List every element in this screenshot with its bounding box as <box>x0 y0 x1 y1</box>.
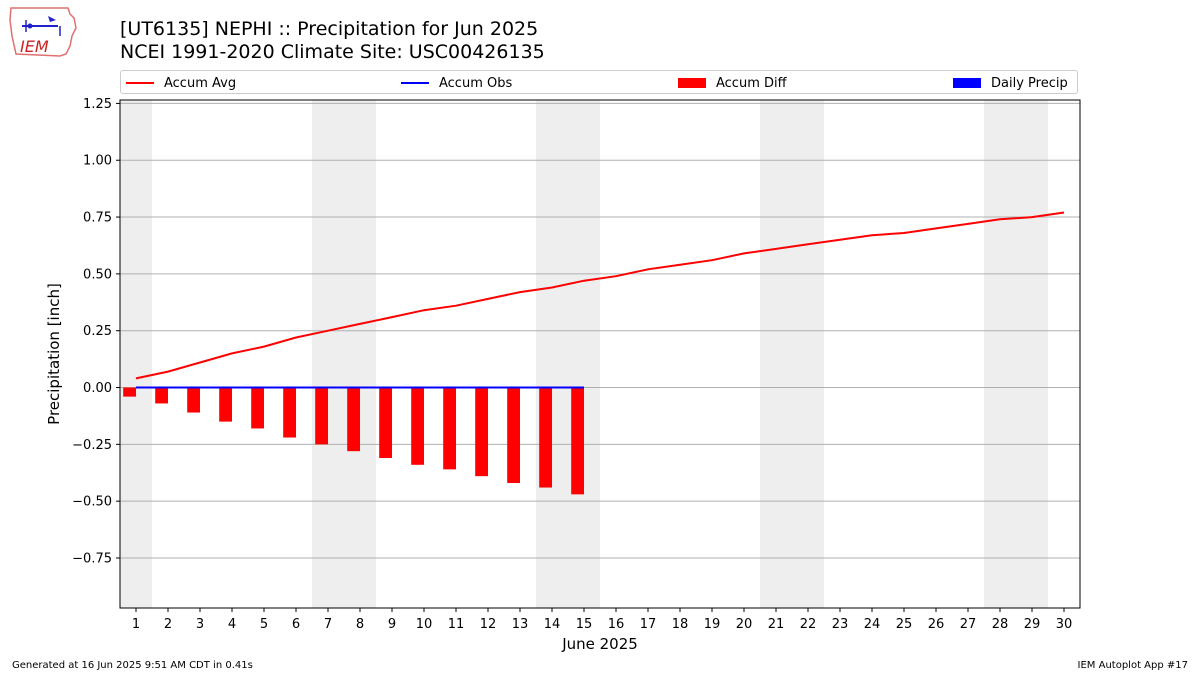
title-line-2: NCEI 1991-2020 Climate Site: USC00426135 <box>120 41 545 63</box>
x-axis-label: June 2025 <box>561 635 638 653</box>
series-lines <box>135 211 1065 389</box>
x-tick-label: 1 <box>132 617 140 632</box>
weekend-shade-day-7 <box>312 100 344 608</box>
y-tick-label: 0.75 <box>83 211 112 226</box>
legend-swatch-accum-obs <box>401 82 429 84</box>
y-tick-label: 0.00 <box>83 381 112 396</box>
x-tick-label: 4 <box>228 617 236 632</box>
x-tick-label: 27 <box>960 617 977 632</box>
legend-label-accum-obs: Accum Obs <box>439 75 513 91</box>
footer-generated: Generated at 16 Jun 2025 9:51 AM CDT in … <box>12 660 253 671</box>
x-tick-label: 8 <box>356 617 364 632</box>
legend-swatch-daily-precip <box>953 78 981 88</box>
x-tick-label: 17 <box>640 617 657 632</box>
chart-title: [UT6135] NEPHI :: Precipitation for Jun … <box>120 18 545 64</box>
y-tick-label: 0.50 <box>83 267 112 282</box>
weekend-shade-day-22 <box>792 100 824 608</box>
accum-diff-bar <box>283 387 296 438</box>
x-tick-label: 23 <box>832 617 849 632</box>
x-tick-label: 19 <box>704 617 721 632</box>
x-tick-label: 21 <box>768 617 785 632</box>
x-tick-label: 24 <box>864 617 881 632</box>
weekend-shade-day-29 <box>1016 100 1048 608</box>
y-tick-label: −0.50 <box>72 495 112 510</box>
y-tick-label: −0.25 <box>72 438 112 453</box>
y-tick-label: −0.75 <box>72 551 112 566</box>
logo-text: IEM <box>20 37 49 56</box>
y-tick-label: 1.25 <box>83 97 112 112</box>
weekend-shade-day-21 <box>760 100 792 608</box>
weekend-shade-day-8 <box>344 100 376 608</box>
legend-item-accum-obs: Accum Obs <box>401 74 512 92</box>
x-tick-label: 11 <box>448 617 465 632</box>
legend-label-accum-diff: Accum Diff <box>716 75 787 91</box>
x-tick-label: 10 <box>416 617 433 632</box>
legend: Accum Avg Accum Obs Accum Diff Daily Pre… <box>120 70 1078 94</box>
accum-diff-bars <box>123 387 584 495</box>
x-tick-label: 7 <box>324 617 332 632</box>
legend-label-accum-avg: Accum Avg <box>164 75 237 91</box>
x-tick-label: 9 <box>388 617 396 632</box>
weekend-shade-day-15 <box>568 100 600 608</box>
x-tick-label: 3 <box>196 617 204 632</box>
x-tick-label: 6 <box>292 617 300 632</box>
accum-diff-bar <box>539 387 552 488</box>
x-tick-label: 20 <box>736 617 753 632</box>
x-tick-label: 16 <box>608 617 625 632</box>
legend-item-accum-avg: Accum Avg <box>126 74 236 92</box>
plot-frame <box>119 99 1081 609</box>
accum-diff-bar <box>443 387 456 470</box>
x-tick-label: 29 <box>1024 617 1041 632</box>
x-tick-label: 30 <box>1056 617 1073 632</box>
weekend-shading <box>120 100 1048 608</box>
accum-diff-bar <box>507 387 520 483</box>
weekend-shade-day-28 <box>984 100 1016 608</box>
x-tick-label: 22 <box>800 617 817 632</box>
accum-diff-bar <box>187 387 200 413</box>
legend-item-daily-precip: Daily Precip <box>953 74 1068 92</box>
x-tick-label: 13 <box>512 617 529 632</box>
accum-diff-bar <box>347 387 360 452</box>
accum-diff-bar <box>123 387 136 397</box>
legend-item-accum-diff: Accum Diff <box>678 74 787 92</box>
x-tick-label: 2 <box>164 617 172 632</box>
accum-diff-bar <box>251 387 264 429</box>
weekend-shade-day-1 <box>120 100 152 608</box>
legend-label-daily-precip: Daily Precip <box>991 75 1068 91</box>
y-axis-label: Precipitation [inch] <box>45 283 63 425</box>
x-tick-label: 26 <box>928 617 945 632</box>
accum-avg-line <box>135 211 1065 380</box>
accum-diff-bar <box>411 387 424 465</box>
iem-logo-graphic: IEM <box>9 7 77 57</box>
accum-diff-bar <box>155 387 168 404</box>
iem-logo: IEM <box>8 6 80 58</box>
y-tick-label: 0.25 <box>83 324 112 339</box>
accum-diff-bar <box>219 387 232 422</box>
axes: −0.75 −0.50 −0.25 0.00 0.25 0.50 0.75 1.00 1.25 1… <box>72 97 1072 632</box>
accum-diff-bar <box>475 387 488 477</box>
x-tick-label: 18 <box>672 617 689 632</box>
y-tick-label: 1.00 <box>83 154 112 169</box>
title-line-1: [UT6135] NEPHI :: Precipitation for Jun … <box>120 18 539 40</box>
x-tick-label: 12 <box>480 617 497 632</box>
x-tick-label: 5 <box>260 617 268 632</box>
x-tick-label: 25 <box>896 617 913 632</box>
accum-diff-bar <box>315 387 328 445</box>
legend-swatch-accum-avg <box>126 82 154 84</box>
x-tick-label: 15 <box>576 617 593 632</box>
footer-app: IEM Autoplot App #17 <box>1077 660 1188 671</box>
legend-swatch-accum-diff <box>678 78 706 88</box>
x-tick-label: 14 <box>544 617 561 632</box>
accum-diff-bar <box>571 387 584 495</box>
weekend-shade-day-14 <box>536 100 568 608</box>
x-tick-label: 28 <box>992 617 1009 632</box>
accum-diff-bar <box>379 387 392 458</box>
